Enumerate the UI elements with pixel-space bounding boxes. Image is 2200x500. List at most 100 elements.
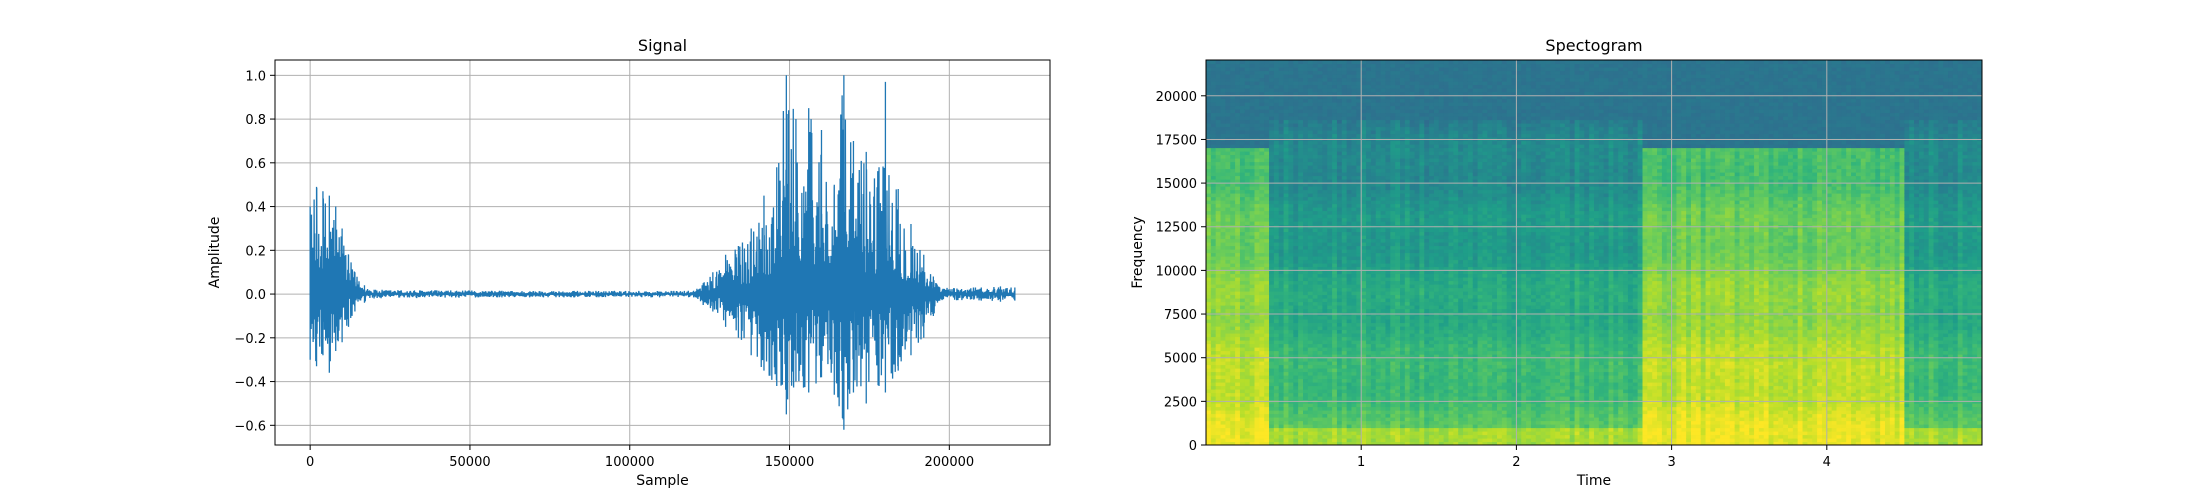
spectrogram-cell	[1366, 147, 1372, 152]
spectrogram-cell	[1239, 410, 1246, 415]
spectrogram-cell	[1206, 193, 1212, 198]
spectrogram-cell	[1230, 84, 1236, 89]
spectrogram-cell	[1235, 154, 1241, 159]
spectrogram-cell	[1220, 179, 1226, 184]
spectrogram-cell	[1210, 214, 1217, 219]
spectrogram-cell	[1273, 130, 1280, 135]
spectrogram-cell	[1206, 249, 1212, 254]
spectrogram-cell	[1370, 116, 1377, 121]
spectrogram-cell	[1293, 179, 1299, 184]
spectrogram-cell	[1380, 301, 1387, 306]
spectrogram-cell	[1293, 81, 1299, 86]
spectrogram-cell	[1351, 326, 1357, 331]
spectrogram-cell	[1336, 256, 1343, 261]
spectrogram-cell	[1400, 74, 1406, 79]
spectrogram-cell	[1278, 242, 1285, 247]
spectrogram-cell	[1419, 123, 1425, 128]
spectrogram-cell	[1356, 417, 1362, 422]
spectrogram-cell	[1370, 151, 1377, 156]
spectrogram-cell	[1259, 340, 1265, 345]
spectrogram-cell	[1327, 396, 1333, 401]
spectrogram-cell	[1327, 410, 1333, 415]
spectrogram-cell	[1235, 91, 1241, 96]
spectrogram-cell	[1332, 340, 1338, 345]
spectrogram-cell	[1249, 98, 1256, 103]
spectrogram-cell	[1225, 189, 1231, 194]
spectrogram-cell	[1385, 277, 1391, 282]
spectrogram-cell	[1375, 336, 1382, 341]
spectrogram-cell	[1303, 406, 1309, 411]
spectrogram-cell	[1298, 200, 1304, 205]
spectrogram-cell	[1322, 70, 1328, 75]
spectrogram-cell	[1327, 273, 1333, 278]
spectrogram-cell	[1317, 385, 1323, 390]
spectrogram-cell	[1249, 322, 1256, 327]
spectrogram-cell	[1225, 427, 1231, 432]
spectrogram-cell	[1273, 249, 1280, 254]
spectrogram-cell	[1336, 354, 1343, 359]
spectrogram-cell	[1375, 172, 1382, 177]
spectrogram-cell	[1230, 161, 1236, 166]
spectrogram-cell	[1312, 277, 1319, 282]
spectrogram-cell	[1278, 427, 1285, 432]
spectrogram-cell	[1317, 133, 1323, 138]
spectrogram-cell	[1249, 305, 1256, 310]
spectrogram-cell	[1361, 123, 1367, 128]
spectrogram-cell	[1220, 116, 1226, 121]
spectrogram-cell	[1361, 298, 1367, 303]
spectrogram-cell	[1235, 343, 1241, 348]
spectrogram-cell	[1298, 308, 1304, 313]
spectrogram-cell	[1288, 340, 1294, 345]
spectrogram-cell	[1404, 294, 1411, 299]
spectrogram-cell	[1414, 193, 1420, 198]
spectrogram-cell	[1293, 63, 1299, 68]
spectrogram-cell	[1332, 417, 1338, 422]
spectrogram-cell	[1206, 182, 1212, 187]
spectrogram-cell	[1404, 273, 1411, 278]
spectrogram-cell	[1264, 406, 1270, 411]
spectrogram-cell	[1264, 165, 1270, 170]
spectrogram-cell	[1293, 354, 1299, 359]
spectrogram-cell	[1215, 413, 1222, 418]
spectrogram-cell	[1254, 396, 1260, 401]
spectrogram-cell	[1419, 196, 1425, 201]
spectrogram-cell	[1230, 294, 1236, 299]
spectrogram-cell	[1220, 74, 1226, 79]
spectrogram-cell	[1380, 305, 1387, 310]
spectrogram-cell	[1249, 424, 1256, 429]
spectrogram-cell	[1259, 168, 1265, 173]
spectrogram-cell	[1225, 144, 1231, 149]
spectrogram-cell	[1312, 263, 1319, 268]
spectrogram-cell	[1404, 231, 1411, 236]
spectrogram-cell	[1293, 214, 1299, 219]
spectrogram-cell	[1220, 364, 1226, 369]
spectrogram-cell	[1341, 74, 1348, 79]
spectrogram-cell	[1293, 126, 1299, 131]
spectrogram-cell	[1400, 357, 1406, 362]
spectrogram-cell	[1390, 238, 1396, 243]
spectrogram-cell	[1361, 95, 1367, 100]
spectrogram-cell	[1298, 238, 1304, 243]
spectrogram-cell	[1254, 109, 1260, 114]
spectrogram-cell	[1239, 112, 1246, 117]
spectrogram-cell	[1283, 417, 1290, 422]
spectrogram-cell	[1380, 172, 1387, 177]
spectrogram-cell	[1278, 354, 1285, 359]
spectrogram-cell	[1356, 326, 1362, 331]
spectrogram-cell	[1419, 228, 1425, 233]
spectrogram-cell	[1317, 277, 1323, 282]
spectrogram-cell	[1215, 182, 1222, 187]
spectrogram-cell	[1254, 144, 1260, 149]
spectrogram-cell	[1390, 343, 1396, 348]
spectrogram-cell	[1273, 217, 1280, 222]
spectrogram-cell	[1215, 119, 1222, 124]
spectrogram-cell	[1220, 406, 1226, 411]
spectrogram-cell	[1341, 438, 1348, 443]
spectrogram-cell	[1385, 126, 1391, 131]
spectrogram-cell	[1327, 91, 1333, 96]
spectrogram-cell	[1317, 270, 1323, 275]
spectrogram-cell	[1210, 102, 1217, 107]
spectrogram-cell	[1273, 98, 1280, 103]
spectrogram-cell	[1307, 350, 1314, 355]
spectrogram-cell	[1356, 371, 1362, 376]
